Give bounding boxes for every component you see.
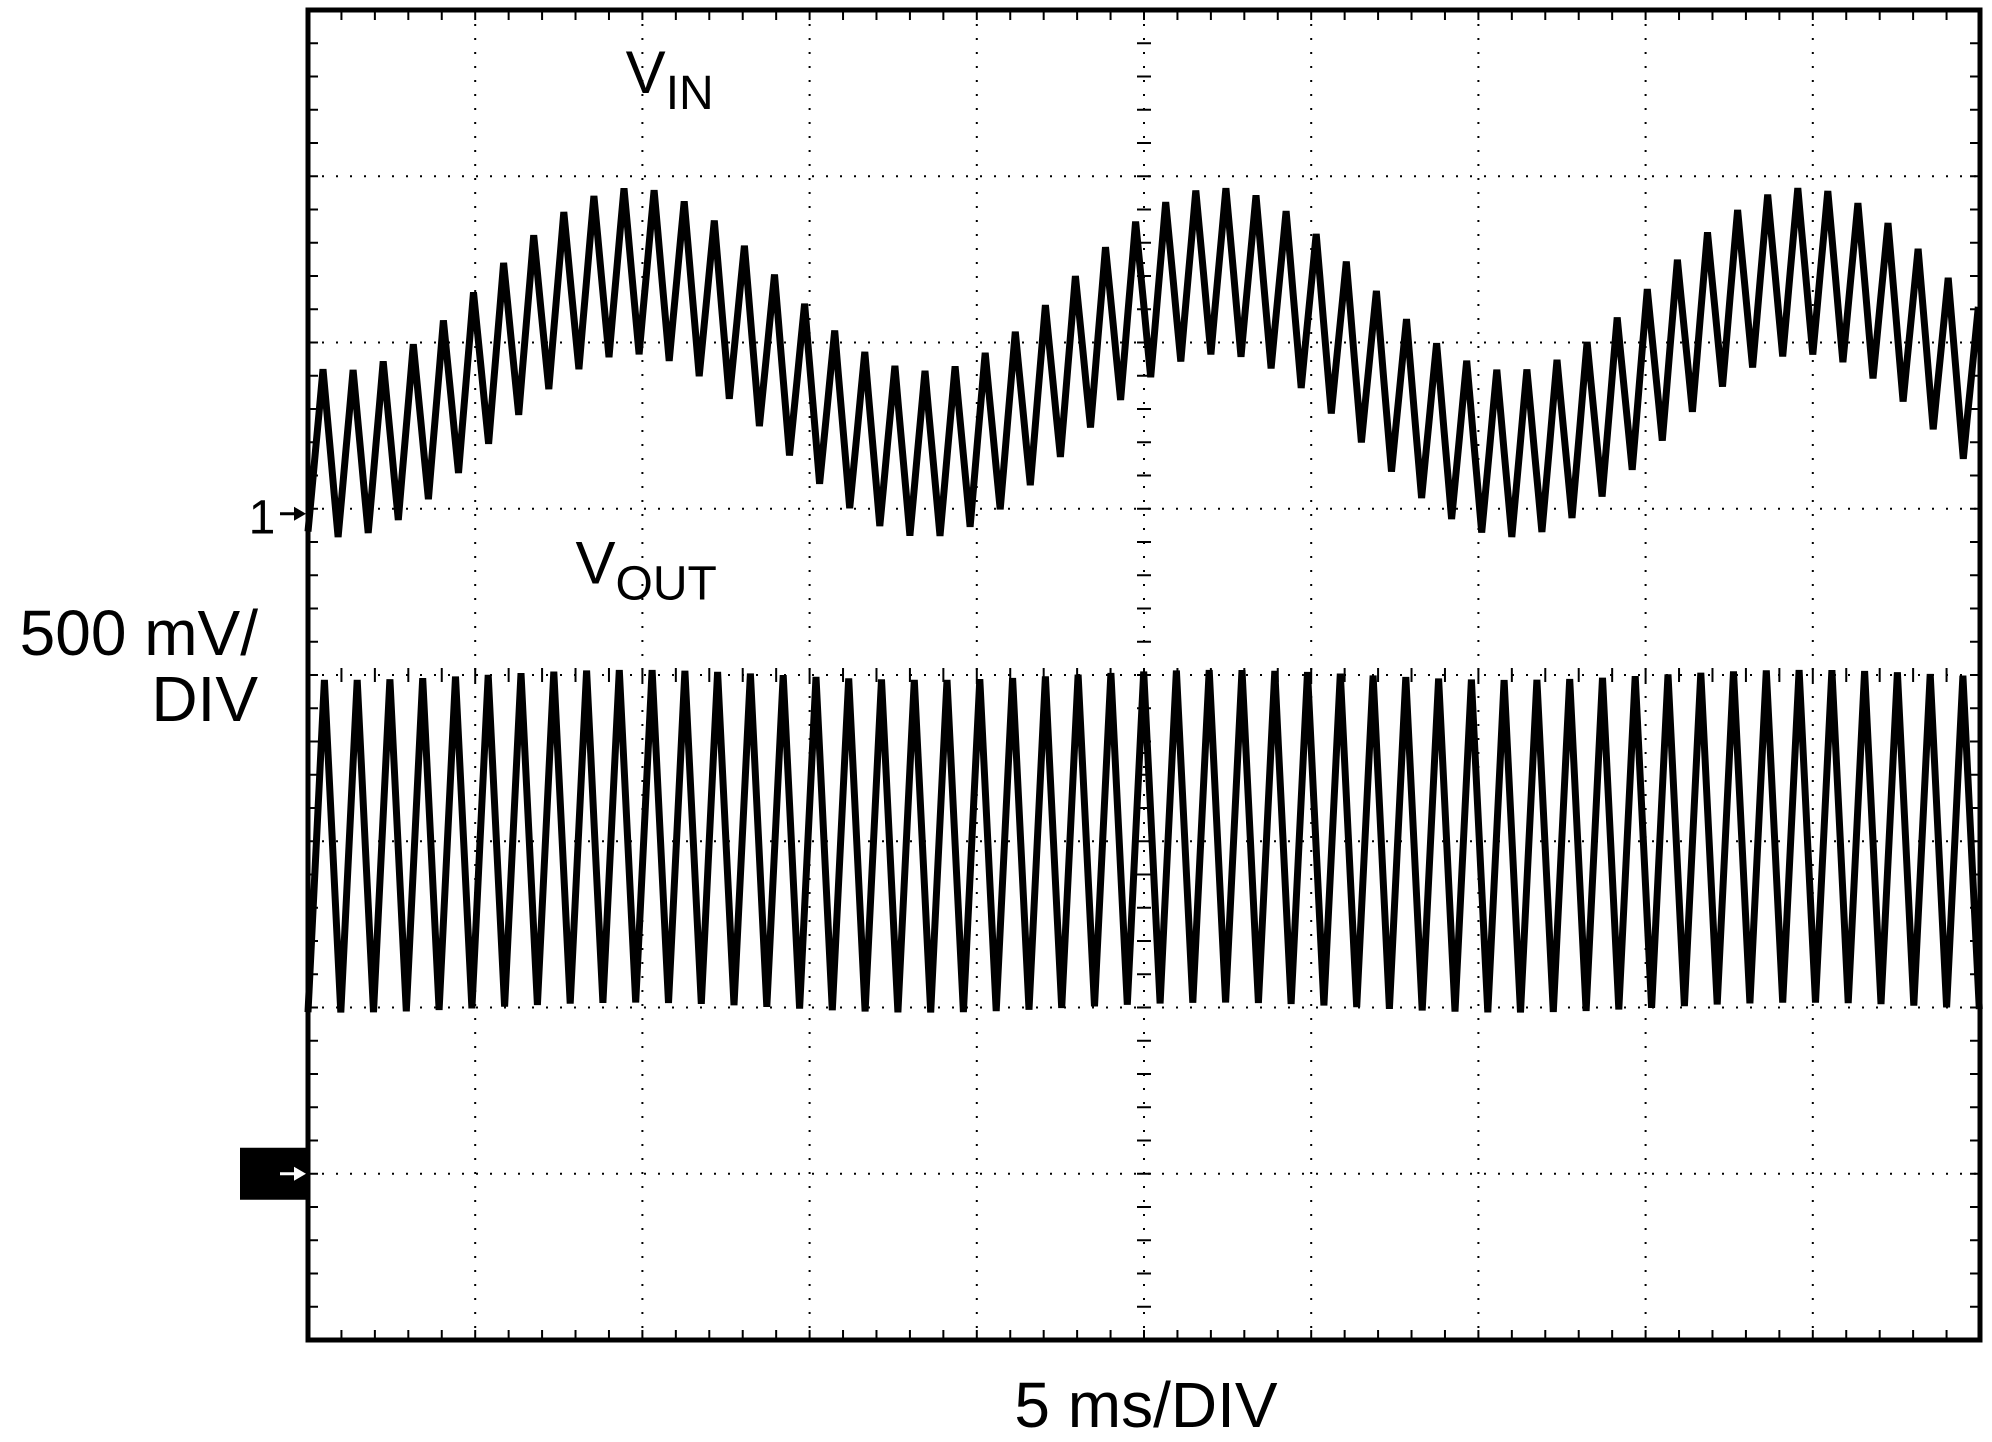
plot-frame (305, 7, 1983, 1343)
channel-marker-2: 2 (240, 1147, 306, 1205)
traces (304, 187, 1983, 1013)
trace-in (304, 187, 1982, 538)
y-axis-label-line-1: 500 mV/ (19, 597, 258, 669)
trace-label-subscript: IN (666, 67, 714, 120)
trace-label-in: VIN (626, 39, 714, 120)
y-axis-label: 500 mV/ DIV (20, 600, 258, 732)
y-axis-label-line-2: DIV (151, 663, 258, 735)
channel-markers: 12 (240, 492, 306, 1205)
channel-marker-arrowhead (294, 506, 306, 521)
channel-marker-1: 1 (249, 492, 306, 545)
trace-label-main: V (626, 39, 666, 106)
trace-out (304, 669, 1983, 1013)
channel-marker-label: 2 (249, 1152, 276, 1205)
x-axis-label: 5 ms/DIV (1014, 1369, 1278, 1441)
trace-label-subscript: OUT (616, 558, 717, 611)
channel-marker-label: 1 (249, 492, 276, 545)
trace-label-out: VOUT (576, 530, 717, 611)
trace-label-main: V (576, 530, 616, 597)
channel-marker-arrowhead (294, 1166, 306, 1181)
